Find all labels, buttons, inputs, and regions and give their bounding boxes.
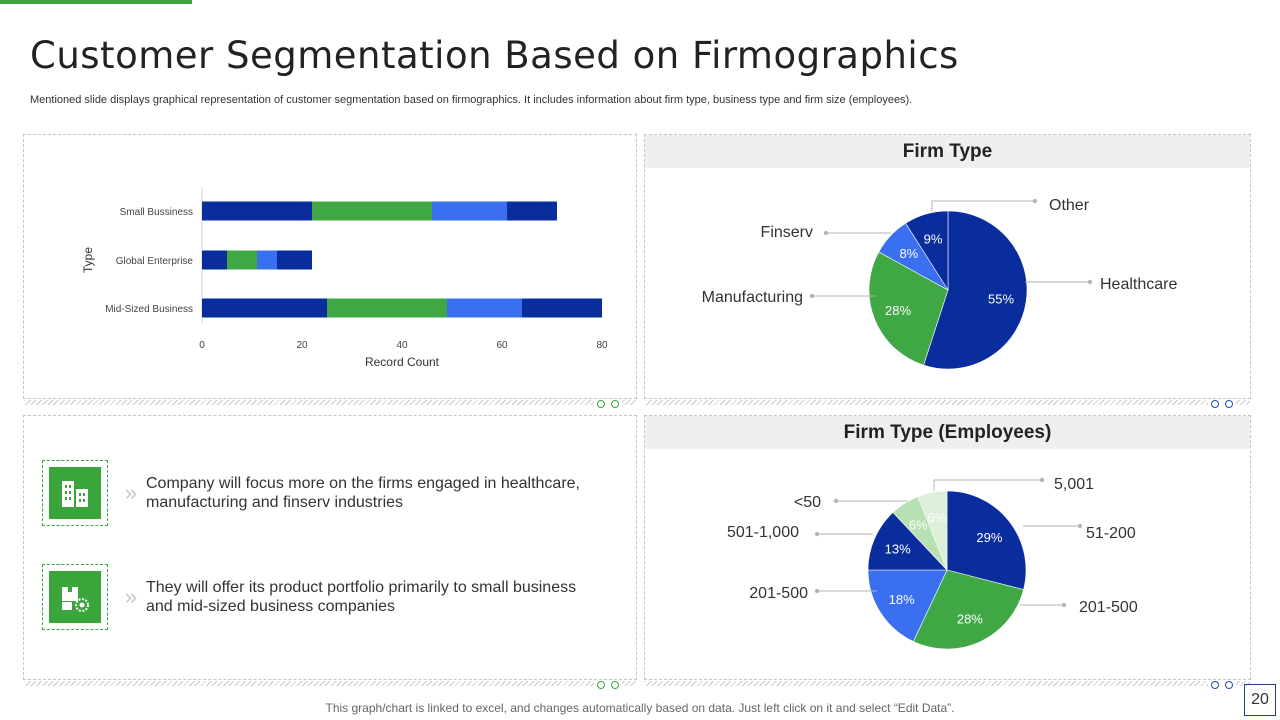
slice-value-label: 28%	[885, 303, 911, 318]
slice-category-label: <50	[794, 494, 821, 511]
employees-panel: Firm Type (Employees) 29% 51-200 28% 201-50…	[644, 415, 1252, 689]
panel-footer-stripe	[645, 400, 1250, 405]
slice-category-label: 51-200	[1086, 525, 1136, 542]
chevron-right-icon: »	[124, 584, 138, 609]
slice-category-label: 5,001	[1054, 476, 1094, 493]
bar-segment[interactable]	[202, 298, 327, 318]
leader-dot	[1061, 602, 1067, 608]
bar-segment[interactable]	[277, 250, 312, 270]
page-number: 20	[1244, 684, 1276, 716]
bar-segment[interactable]	[327, 298, 447, 318]
bullet-text: Company will focus more on the firms eng…	[146, 475, 580, 511]
panel-footer-stripe	[24, 681, 636, 686]
panel-dots	[594, 400, 622, 408]
slice-category-label: 201-500	[749, 585, 808, 602]
slice-value-label: 9%	[924, 231, 943, 246]
x-tick-label: 80	[596, 340, 608, 351]
panel-dots	[1208, 681, 1236, 689]
slice-category-label: Healthcare	[1100, 276, 1177, 293]
slice-category-label: 501-1,000	[727, 524, 799, 541]
firm-type-panel: Firm Type 55% Healthcare 28% Manufacturing 8…	[644, 134, 1252, 408]
category-label: Global Enterprise	[116, 256, 194, 267]
bar-segment[interactable]	[202, 201, 312, 221]
leader-dot	[809, 293, 815, 299]
panel-footer-stripe	[24, 400, 636, 405]
panel-footer-stripe	[645, 681, 1250, 686]
bar-segment[interactable]	[227, 250, 257, 270]
x-tick-label: 0	[199, 340, 205, 351]
stacked-bar-chart[interactable]: Small Bussiness Global Enterprise Mid-Size…	[24, 135, 638, 400]
footer-note: This graph/chart is linked to excel, and…	[325, 701, 955, 715]
slice-value-label: 29%	[976, 530, 1002, 545]
pie-slice[interactable]	[946, 490, 1027, 591]
slice-category-label: Manufacturing	[702, 289, 803, 306]
y-axis-title: Type	[81, 247, 95, 273]
insights-panel: » Company will focus more on the firms e…	[23, 415, 637, 689]
leader-dot	[823, 230, 829, 236]
bullet-text: They will offer its product portfolio pr…	[146, 579, 577, 615]
bar-segment[interactable]	[202, 250, 227, 270]
slice-value-label: 6%	[909, 518, 928, 533]
employees-pie-chart[interactable]: 29% 51-200 28% 201-500 18% 201-500 13% 501-1,00…	[645, 416, 1252, 681]
pie-slice[interactable]	[912, 569, 1024, 650]
pie-slice[interactable]	[923, 210, 1028, 370]
slice-category-label: 201-500	[1079, 599, 1138, 616]
bar-segment[interactable]	[432, 201, 507, 221]
category-label: Mid-Sized Business	[105, 304, 193, 315]
slice-value-label: 28%	[957, 612, 983, 627]
firm-type-header: Firm Type	[645, 135, 1250, 168]
leader-dot	[1039, 477, 1045, 483]
x-tick-label: 60	[496, 340, 508, 351]
firm-type-pie-chart[interactable]: 55% Healthcare 28% Manufacturing 8% Finserv 9%…	[645, 135, 1252, 400]
bar-segment[interactable]	[312, 201, 432, 221]
pie-slice[interactable]	[905, 210, 949, 292]
leader-dot	[1087, 279, 1093, 285]
x-axis-title: Record Count	[365, 355, 440, 369]
accent-bar	[0, 0, 192, 4]
leader-dot	[1077, 523, 1083, 529]
bar-segment[interactable]	[257, 250, 277, 270]
bullet-item: » They will offer its product portfolio …	[42, 564, 596, 630]
slice-value-label: 55%	[988, 291, 1014, 306]
slice-value-label: 13%	[885, 542, 911, 557]
slice-category-label: Other	[1049, 197, 1090, 214]
bar-chart-panel: Small Bussiness Global Enterprise Mid-Size…	[23, 134, 638, 408]
employees-header: Firm Type (Employees)	[645, 416, 1250, 449]
x-tick-label: 40	[396, 340, 408, 351]
pie-slice[interactable]	[867, 511, 948, 571]
office-building-icon	[42, 460, 108, 526]
slice-value-label: 6%	[928, 510, 947, 525]
x-tick-label: 20	[296, 340, 308, 351]
panel-dots	[594, 681, 622, 689]
leader-line	[933, 479, 1042, 491]
chevron-right-icon: »	[124, 480, 138, 505]
slice-value-label: 18%	[889, 592, 915, 607]
product-boxes-gear-icon	[42, 564, 108, 630]
panel-dots	[1208, 400, 1236, 408]
bullet-item: » Company will focus more on the firms e…	[42, 460, 596, 526]
leader-dot	[833, 498, 839, 504]
category-label: Small Bussiness	[120, 207, 193, 218]
bar-segment[interactable]	[522, 298, 602, 318]
leader-dot	[814, 588, 820, 594]
bar-segment[interactable]	[507, 201, 557, 221]
pie-slice[interactable]	[917, 490, 948, 571]
bar-segment[interactable]	[447, 298, 522, 318]
leader-dot	[814, 531, 820, 537]
leader-line	[931, 200, 1035, 211]
slice-category-label: Finserv	[761, 224, 813, 241]
page-title: Customer Segmentation Based on Firmograp…	[30, 34, 959, 77]
pie-slice[interactable]	[868, 251, 949, 366]
leader-dot	[1032, 198, 1038, 204]
page-subtitle: Mentioned slide displays graphical repre…	[30, 94, 913, 106]
slice-value-label: 8%	[899, 246, 918, 261]
pie-slice[interactable]	[867, 569, 948, 642]
